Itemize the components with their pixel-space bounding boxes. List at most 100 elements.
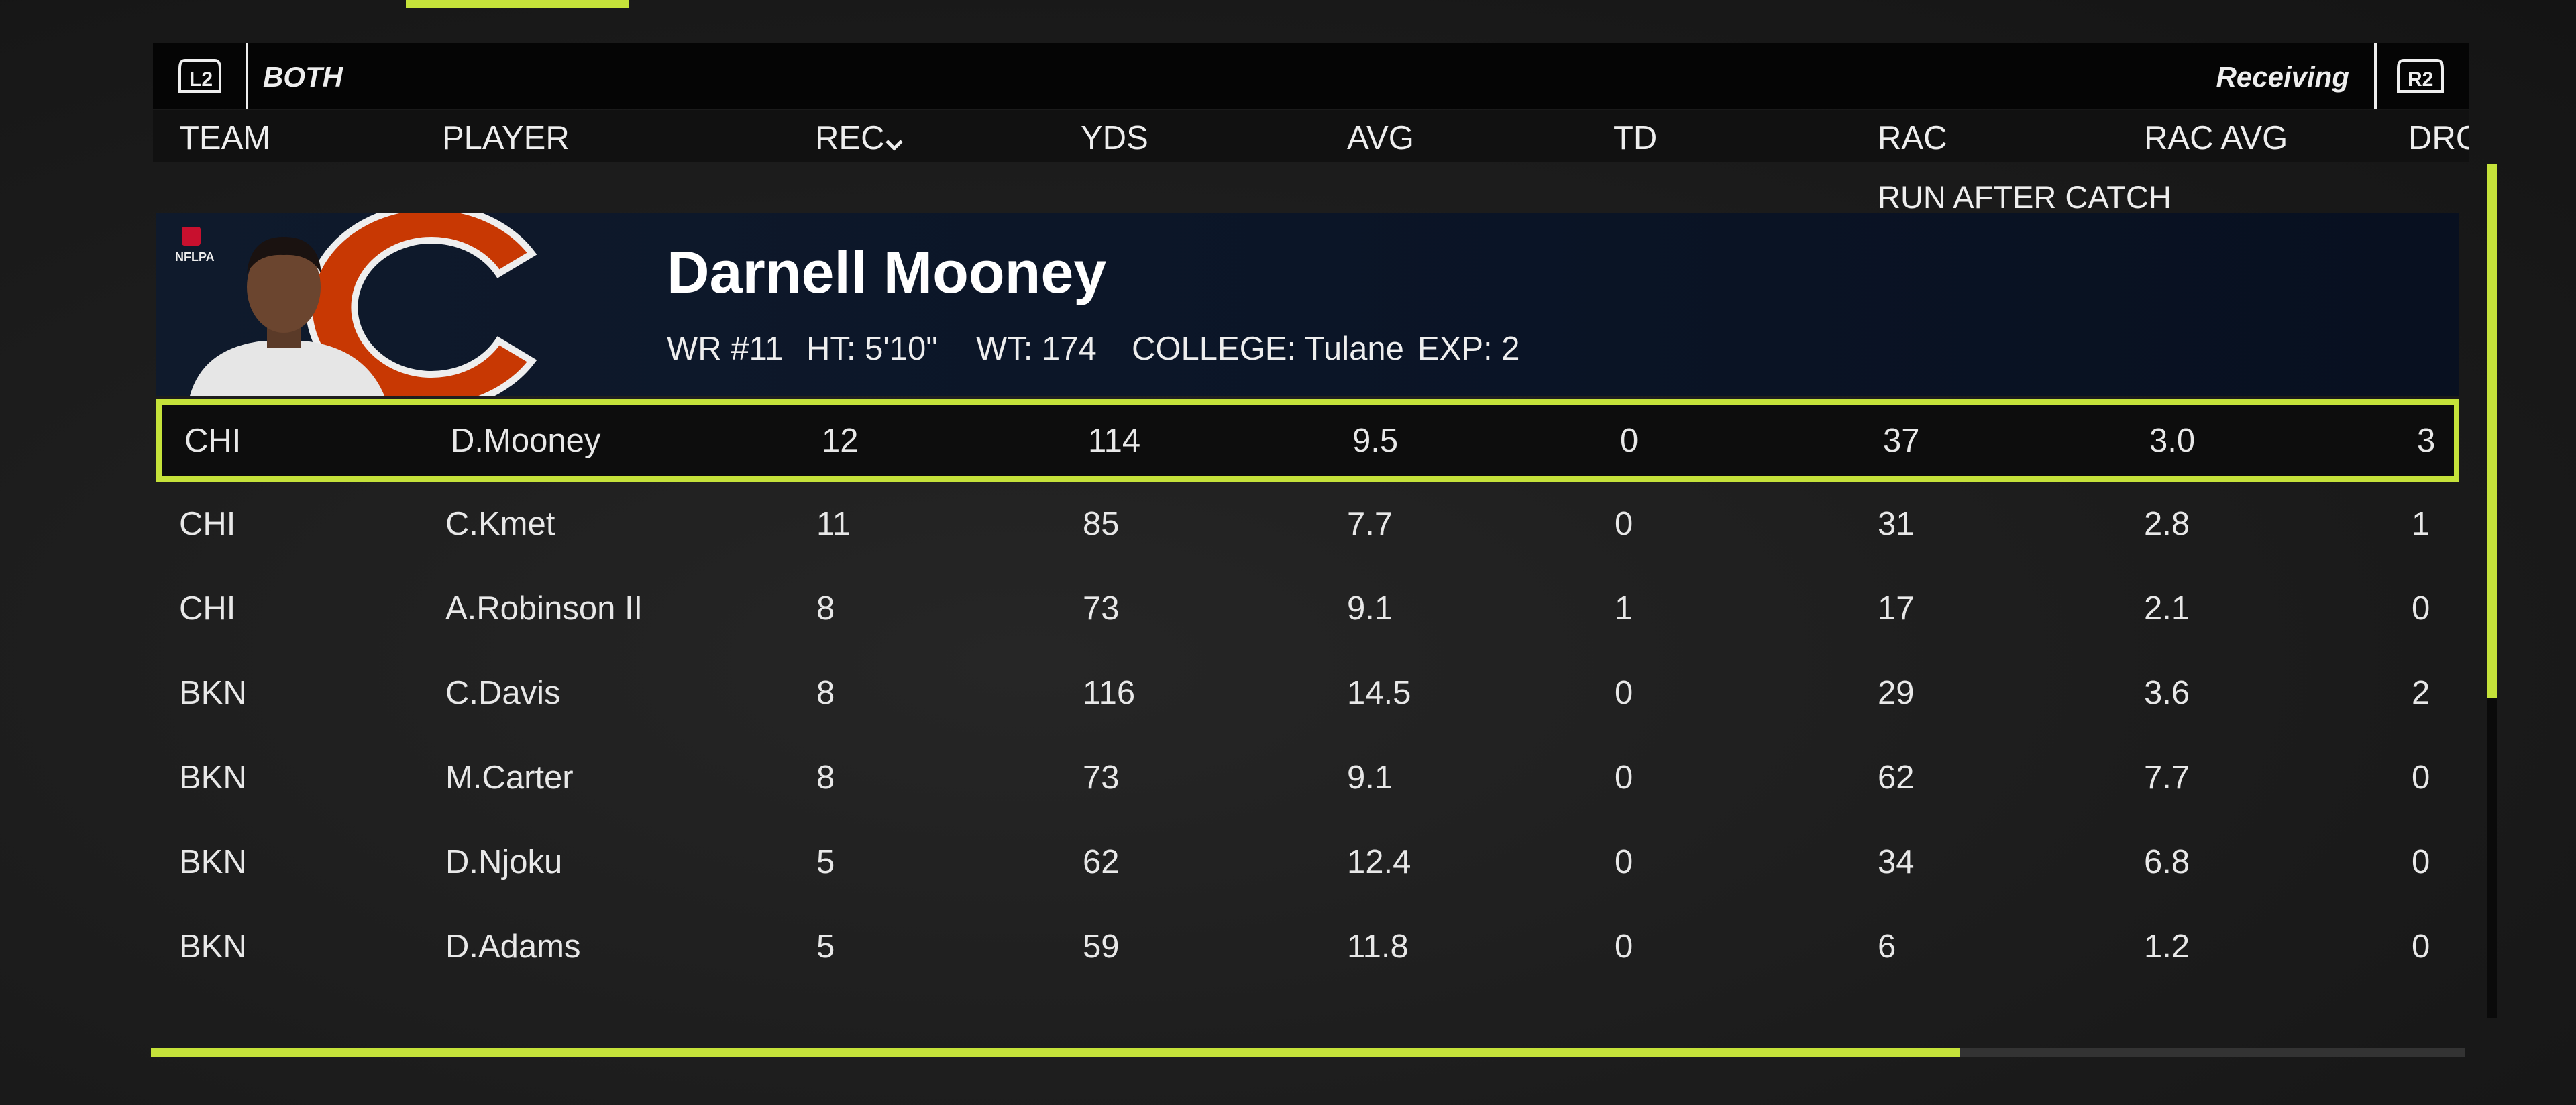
table-cell: 5 (816, 929, 835, 965)
table-cell: 31 (1878, 506, 1915, 542)
player-detail: WT: 174 (976, 331, 1097, 367)
table-cell: 62 (1083, 844, 1120, 880)
player-detail: COLLEGE: Tulane (1132, 331, 1404, 367)
column-header-row: TEAM PLAYER REC YDS AVG TD RAC RAC AVG DRC (153, 110, 2469, 162)
table-cell: 34 (1878, 844, 1915, 880)
column-header[interactable]: REC (815, 120, 885, 156)
table-cell: 7.7 (1347, 506, 1393, 542)
table-cell: 0 (1615, 929, 1633, 965)
category-label[interactable]: Receiving (2216, 61, 2349, 93)
table-cell: 62 (1878, 759, 1915, 796)
player-card: NFLPA Darnell Mooney WR #11 HT: 5'10" WT: … (156, 213, 2459, 396)
table-row[interactable]: BKN D.Njoku 5 62 12.4 0 34 6.8 0 (153, 820, 2469, 904)
table-cell: 1.2 (2144, 929, 2190, 965)
table-cell: 0 (1620, 422, 1639, 459)
table-cell: 85 (1083, 506, 1120, 542)
progress-fill (151, 1048, 1960, 1057)
table-cell: 0 (1615, 759, 1633, 796)
table-cell: 14.5 (1347, 675, 1411, 711)
table-cell: 3.6 (2144, 675, 2190, 711)
table-row[interactable]: CHI A.Robinson II 8 73 9.1 1 17 2.1 0 (153, 566, 2469, 651)
column-header[interactable]: PLAYER (442, 120, 570, 156)
table-cell: 9.5 (1352, 422, 1399, 459)
badge-label: NFLPA (175, 250, 215, 264)
table-cell: 11 (816, 506, 851, 542)
table-cell: 7.7 (2144, 759, 2190, 796)
table-cell: 1 (1615, 590, 1633, 627)
table-cell: 3 (2417, 422, 2436, 459)
table-cell: CHI (184, 422, 241, 459)
table-cell: 1 (2412, 506, 2430, 542)
table-cell: 73 (1083, 590, 1120, 627)
divider (2374, 43, 2377, 109)
table-cell: D.Adams (445, 929, 581, 965)
column-header[interactable]: AVG (1347, 120, 1414, 156)
table-cell: BKN (179, 675, 247, 711)
table-cell: 6.8 (2144, 844, 2190, 880)
table-cell: 0 (1615, 844, 1633, 880)
player-detail: HT: 5'10" (806, 331, 938, 367)
table-cell: 0 (2412, 590, 2430, 627)
l2-icon (178, 59, 221, 93)
r2-button[interactable]: R2 (2394, 55, 2447, 97)
column-header[interactable]: TD (1613, 120, 1658, 156)
table-cell: 8 (816, 590, 835, 627)
r2-label: R2 (2408, 68, 2434, 91)
table-cell: 6 (1878, 929, 1896, 965)
column-header[interactable]: YDS (1081, 120, 1148, 156)
stats-table: CHI D.Mooney 12 114 9.5 0 37 3.0 3 CHI C.Kmet 11 85 7… (153, 399, 2469, 1037)
table-cell: A.Robinson II (445, 590, 643, 627)
table-cell: 12 (822, 422, 859, 459)
table-row[interactable]: CHI C.Kmet 11 85 7.7 0 31 2.8 1 (153, 482, 2469, 566)
column-header[interactable]: TEAM (179, 120, 271, 156)
table-cell: 116 (1083, 675, 1136, 711)
table-cell: 5 (816, 844, 835, 880)
table-cell: 0 (1615, 675, 1633, 711)
table-cell: 0 (2412, 759, 2430, 796)
scroll-thumb[interactable] (2487, 164, 2497, 698)
column-header[interactable]: DRC (2408, 120, 2469, 156)
table-cell: 73 (1083, 759, 1120, 796)
column-header[interactable]: RAC (1878, 120, 1947, 156)
table-cell: 17 (1878, 590, 1915, 627)
table-cell: 3.0 (2149, 422, 2196, 459)
sort-chevron (885, 140, 903, 151)
column-tooltip: RUN AFTER CATCH (1878, 179, 2171, 215)
player-photo (190, 237, 384, 396)
l2-button[interactable]: L2 (176, 55, 224, 97)
table-cell: 2 (2412, 675, 2430, 711)
player-detail: EXP: 2 (1417, 331, 1520, 367)
table-cell: 114 (1088, 422, 1141, 459)
table-cell: BKN (179, 844, 247, 880)
column-header[interactable]: RAC AVG (2144, 120, 2288, 156)
divider (246, 43, 248, 109)
table-cell: 9.1 (1347, 759, 1393, 796)
table-cell: 9.1 (1347, 590, 1393, 627)
table-cell: 0 (2412, 929, 2430, 965)
table-cell: 0 (2412, 844, 2430, 880)
table-cell: 2.8 (2144, 506, 2190, 542)
badge-shield (182, 227, 201, 246)
table-cell: C.Davis (445, 675, 561, 711)
table-cell: 11.8 (1347, 929, 1409, 965)
table-row[interactable]: BKN D.Adams 5 59 11.8 0 6 1.2 0 (153, 904, 2469, 989)
table-cell: BKN (179, 929, 247, 965)
table-row[interactable]: BKN M.Carter 8 73 9.1 0 62 7.7 0 (153, 735, 2469, 820)
team-logo (305, 213, 537, 396)
r2-icon (2397, 59, 2444, 93)
nflpa-badge: NFLPA (175, 227, 215, 266)
table-cell: 37 (1883, 422, 1920, 459)
player-name: Darnell Mooney (667, 239, 1107, 305)
table-cell: C.Kmet (445, 506, 555, 542)
table-cell: 2.1 (2144, 590, 2190, 627)
filter-label[interactable]: BOTH (263, 61, 343, 93)
table-row[interactable]: BKN C.Davis 8 116 14.5 0 29 3.6 2 (153, 651, 2469, 735)
selected-row[interactable]: CHI D.Mooney 12 114 9.5 0 37 3.0 3 (156, 399, 2459, 482)
l2-label: L2 (189, 68, 213, 91)
tab-underline (406, 0, 629, 8)
header-bar: L2 BOTH Receiving R2 (153, 43, 2469, 109)
table-cell: 0 (1615, 506, 1633, 542)
table-cell: D.Njoku (445, 844, 563, 880)
table-cell: 29 (1878, 675, 1915, 711)
